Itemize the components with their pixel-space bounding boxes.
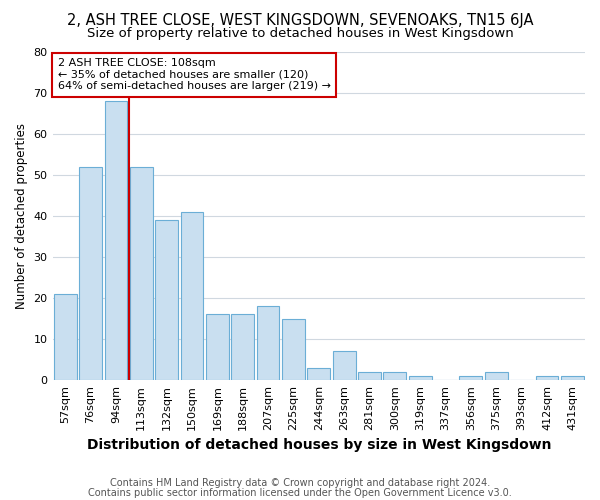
X-axis label: Distribution of detached houses by size in West Kingsdown: Distribution of detached houses by size …	[86, 438, 551, 452]
Bar	[155, 220, 178, 380]
Bar	[231, 314, 254, 380]
Bar	[536, 376, 559, 380]
Bar	[383, 372, 406, 380]
Bar	[181, 212, 203, 380]
Bar	[104, 101, 127, 380]
Bar	[130, 166, 152, 380]
Bar	[358, 372, 381, 380]
Bar	[79, 166, 102, 380]
Text: 2, ASH TREE CLOSE, WEST KINGSDOWN, SEVENOAKS, TN15 6JA: 2, ASH TREE CLOSE, WEST KINGSDOWN, SEVEN…	[67, 12, 533, 28]
Bar	[333, 352, 356, 380]
Text: 2 ASH TREE CLOSE: 108sqm
← 35% of detached houses are smaller (120)
64% of semi-: 2 ASH TREE CLOSE: 108sqm ← 35% of detach…	[58, 58, 331, 92]
Bar	[561, 376, 584, 380]
Bar	[409, 376, 431, 380]
Bar	[257, 306, 280, 380]
Bar	[485, 372, 508, 380]
Bar	[206, 314, 229, 380]
Bar	[307, 368, 330, 380]
Bar	[54, 294, 77, 380]
Text: Contains public sector information licensed under the Open Government Licence v3: Contains public sector information licen…	[88, 488, 512, 498]
Bar	[460, 376, 482, 380]
Y-axis label: Number of detached properties: Number of detached properties	[15, 123, 28, 309]
Text: Size of property relative to detached houses in West Kingsdown: Size of property relative to detached ho…	[86, 28, 514, 40]
Text: Contains HM Land Registry data © Crown copyright and database right 2024.: Contains HM Land Registry data © Crown c…	[110, 478, 490, 488]
Bar	[282, 318, 305, 380]
